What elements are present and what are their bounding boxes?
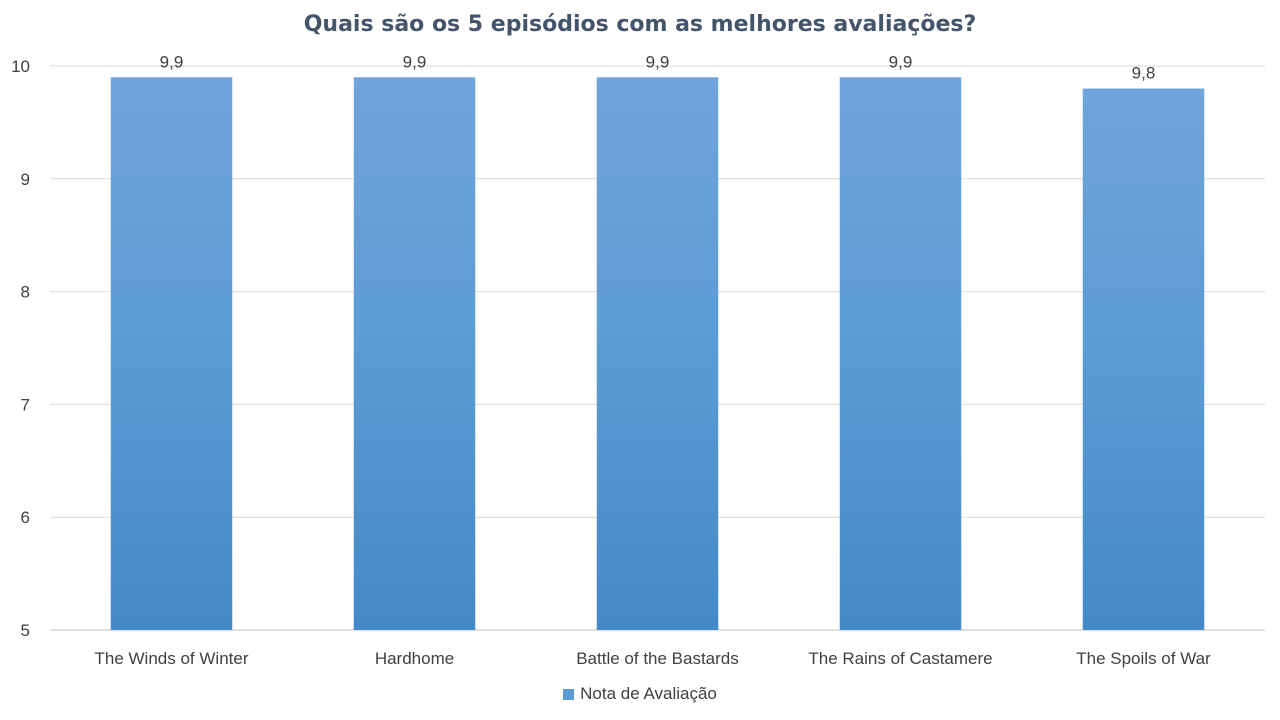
bar-data-label: 9,9 — [646, 52, 670, 71]
x-tick-label: Battle of the Bastards — [576, 649, 739, 668]
bar-data-label: 9,9 — [403, 52, 427, 71]
bars — [110, 77, 1205, 630]
data-labels: 9,9 9,9 9,9 9,9 9,8 — [160, 52, 1156, 82]
x-tick-label: Hardhome — [375, 649, 454, 668]
y-tick-label: 5 — [21, 621, 30, 640]
legend: Nota de Avaliação — [0, 684, 1280, 704]
x-tick-label: The Winds of Winter — [95, 649, 249, 668]
y-tick-label: 7 — [21, 395, 30, 414]
bar — [839, 77, 962, 630]
y-tick-label: 10 — [11, 57, 30, 76]
y-tick-label: 9 — [21, 170, 30, 189]
bar-data-label: 9,9 — [160, 52, 184, 71]
bar — [353, 77, 476, 630]
legend-swatch — [563, 688, 575, 700]
chart-title: Quais são os 5 episódios com as melhores… — [303, 12, 977, 37]
bar — [110, 77, 233, 630]
bar-data-label: 9,8 — [1132, 64, 1156, 83]
bar — [1082, 88, 1205, 630]
bar — [596, 77, 719, 630]
x-axis: The Winds of Winter Hardhome Battle of the… — [95, 649, 1212, 668]
y-axis: 5 6 7 8 9 10 — [11, 57, 30, 640]
x-tick-label: The Spoils of War — [1076, 649, 1211, 668]
y-tick-label: 8 — [21, 283, 30, 302]
y-tick-label: 6 — [21, 508, 30, 527]
x-tick-label: The Rains of Castamere — [808, 649, 992, 668]
bar-data-label: 9,9 — [889, 52, 913, 71]
legend-label: Nota de Avaliação — [580, 684, 717, 703]
